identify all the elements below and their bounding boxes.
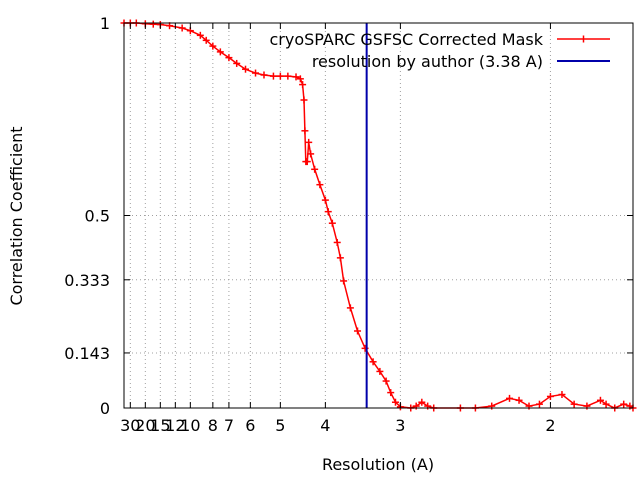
y-tick-label: 0.143 xyxy=(64,344,110,363)
x-tick-label: 10 xyxy=(180,416,200,435)
x-tick-label: 12 xyxy=(165,416,185,435)
y-tick-label: 1 xyxy=(100,14,110,33)
data-layer xyxy=(120,19,637,412)
fsc-data-point xyxy=(307,150,315,158)
fsc-data-point xyxy=(303,158,311,166)
fsc-data-point xyxy=(376,367,384,375)
fsc-data-point xyxy=(305,138,313,146)
fsc-data-point xyxy=(535,400,543,408)
fsc-data-point xyxy=(300,96,308,104)
fsc-data-point xyxy=(515,396,523,404)
fsc-data-point xyxy=(340,277,348,285)
fsc-data-point xyxy=(570,400,578,408)
fsc-data-point xyxy=(276,72,284,80)
fsc-data-point xyxy=(316,181,324,189)
x-tick-label: 15 xyxy=(150,416,170,435)
x-tick-label: 7 xyxy=(224,416,234,435)
y-tick-label: 0 xyxy=(100,399,110,418)
fsc-data-point xyxy=(296,75,304,83)
fsc-data-point xyxy=(242,65,250,73)
fsc-data-point xyxy=(583,402,591,410)
y-axis-label: Correlation Coefficient xyxy=(7,126,26,305)
fsc-data-point xyxy=(284,72,292,80)
fsc-data-point xyxy=(506,394,514,402)
x-tick-label: 6 xyxy=(245,416,255,435)
fsc-data-point xyxy=(216,48,224,56)
fsc-data-point xyxy=(202,36,210,44)
x-tick-label: 5 xyxy=(275,416,285,435)
grid-layer xyxy=(124,23,633,408)
x-tick-label: 20 xyxy=(135,416,155,435)
fsc-data-point xyxy=(321,196,329,204)
fsc-data-point xyxy=(260,71,268,79)
fsc-data-point xyxy=(269,72,277,80)
fsc-data-point xyxy=(252,69,260,77)
y-tick-label: 0.333 xyxy=(64,271,110,290)
fsc-data-point xyxy=(196,31,204,39)
fsc-data-point xyxy=(292,73,300,81)
fsc-data-point xyxy=(301,127,309,135)
x-tick-label: 30 xyxy=(120,416,140,435)
fsc-data-point xyxy=(382,377,390,385)
x-tick-label: 4 xyxy=(320,416,330,435)
x-tick-label: 8 xyxy=(208,416,218,435)
fsc-data-point xyxy=(178,24,186,32)
fsc-data-point xyxy=(149,20,157,28)
fsc-data-point xyxy=(333,238,341,246)
fsc-data-point xyxy=(209,42,217,50)
fsc-data-point xyxy=(387,389,395,397)
legend-label-fsc: cryoSPARC GSFSC Corrected Mask xyxy=(269,30,543,49)
x-tick-label: 3 xyxy=(395,416,405,435)
fsc-data-point xyxy=(354,327,362,335)
fsc-data-point xyxy=(328,219,336,227)
fsc-data-point xyxy=(525,402,533,410)
fsc-data-point xyxy=(369,358,377,366)
fsc-data-point xyxy=(558,391,566,399)
fsc-data-point xyxy=(596,396,604,404)
legend-label-author-resolution: resolution by author (3.38 A) xyxy=(312,52,543,71)
fsc-data-point xyxy=(546,392,554,400)
fsc-data-point xyxy=(488,402,496,410)
fsc-data-point xyxy=(225,54,233,62)
fsc-data-point xyxy=(620,400,628,408)
fsc-data-point xyxy=(233,59,241,67)
fsc-data-point xyxy=(299,81,307,89)
legend: cryoSPARC GSFSC Corrected Mask resolutio… xyxy=(269,30,610,71)
fsc-data-point xyxy=(311,165,319,173)
fsc-data-point xyxy=(336,254,344,262)
fsc-data-point xyxy=(391,398,399,406)
fsc-data-point xyxy=(418,398,426,406)
fsc-data-point xyxy=(324,208,332,216)
y-tick-label: 0.5 xyxy=(85,207,110,226)
x-tick-label: 2 xyxy=(545,416,555,435)
x-axis-label: Resolution (A) xyxy=(322,455,434,474)
fsc-data-point xyxy=(346,304,354,312)
fsc-data-point xyxy=(602,400,610,408)
